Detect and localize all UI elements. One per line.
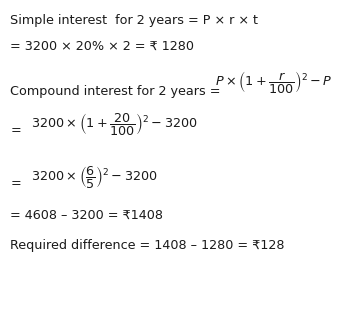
Text: Required difference = 1408 – 1280 = ₹128: Required difference = 1408 – 1280 = ₹128 bbox=[10, 239, 285, 252]
Text: $3200 \times \left(\dfrac{6}{5}\right)^{2} - 3200$: $3200 \times \left(\dfrac{6}{5}\right)^{… bbox=[31, 164, 158, 190]
Text: Compound interest for 2 years =: Compound interest for 2 years = bbox=[10, 85, 221, 98]
Text: =: = bbox=[10, 124, 21, 137]
Text: = 4608 – 3200 = ₹1408: = 4608 – 3200 = ₹1408 bbox=[10, 209, 163, 222]
Text: Simple interest  for 2 years = P × r × t: Simple interest for 2 years = P × r × t bbox=[10, 14, 258, 27]
Text: $P \times \left(1 + \dfrac{r}{100}\right)^{2} - P$: $P \times \left(1 + \dfrac{r}{100}\right… bbox=[215, 69, 332, 95]
Text: =: = bbox=[10, 177, 21, 190]
Text: = 3200 × 20% × 2 = ₹ 1280: = 3200 × 20% × 2 = ₹ 1280 bbox=[10, 40, 194, 53]
Text: $3200 \times \left(1 + \dfrac{20}{100}\right)^{2} - 3200$: $3200 \times \left(1 + \dfrac{20}{100}\r… bbox=[31, 111, 198, 137]
